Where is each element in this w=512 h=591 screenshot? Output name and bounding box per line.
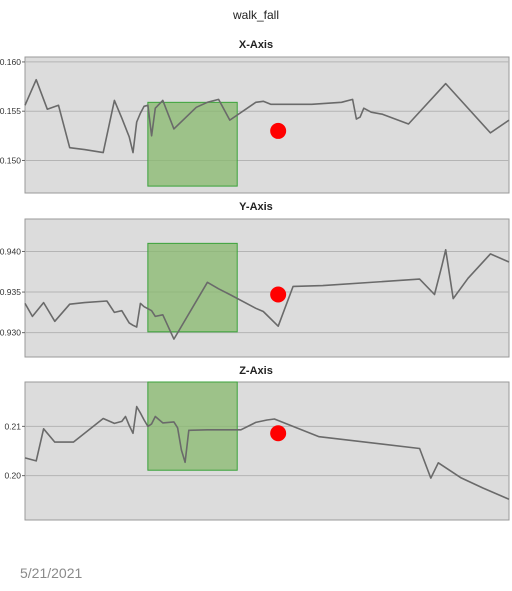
y-tick-label: 0.930 xyxy=(0,328,21,338)
y-tick-label: 0.940 xyxy=(0,246,21,256)
y-tick-label: 0.20 xyxy=(4,471,21,481)
y-tick-label: 0.160 xyxy=(0,57,21,67)
y-axis-panel: 0.930 0.935 0.940 xyxy=(0,218,510,358)
current-point-marker xyxy=(270,122,287,139)
y-tick-label: 0.155 xyxy=(0,106,21,116)
y-tick-label: 0.21 xyxy=(4,421,21,431)
chart-title: walk_fall xyxy=(232,8,280,22)
y-axis-panel-title: Y-Axis xyxy=(239,201,273,213)
highlight-window xyxy=(147,101,238,187)
x-axis-panel-title: X-Axis xyxy=(238,39,274,51)
highlight-window xyxy=(147,242,238,333)
series-line xyxy=(24,78,510,154)
x-axis-panel: 0.150 0.155 0.160 xyxy=(0,56,510,194)
plot-background xyxy=(24,56,510,194)
plot-background xyxy=(24,381,510,521)
series-line xyxy=(24,405,510,501)
series-line xyxy=(24,248,510,340)
footer-date: 5/21/2021 xyxy=(20,565,83,581)
current-point-marker xyxy=(270,286,287,303)
z-axis-panel: 0.20 0.21 xyxy=(4,381,510,521)
y-tick-label: 0.935 xyxy=(0,287,21,297)
highlight-window xyxy=(147,381,238,471)
current-point-marker xyxy=(270,425,287,442)
y-tick-label: 0.150 xyxy=(0,155,21,165)
z-axis-panel-title: Z-Axis xyxy=(239,365,273,377)
